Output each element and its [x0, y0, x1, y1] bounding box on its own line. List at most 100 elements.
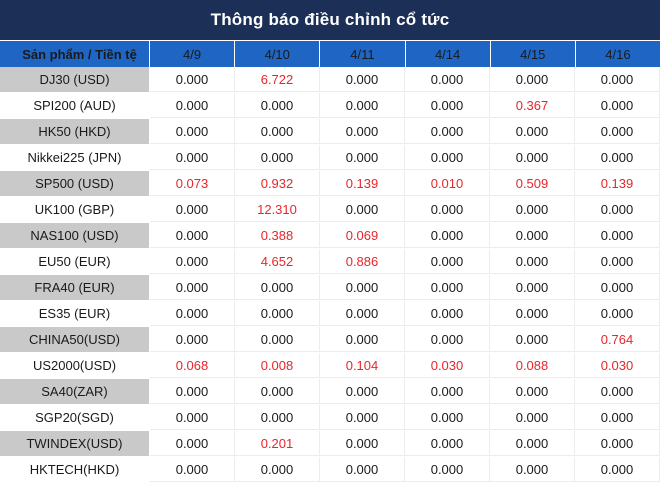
- dividend-value-cell: 0.000: [490, 431, 575, 456]
- dividend-value-cell: 0.088: [490, 353, 575, 378]
- product-label: HKTECH(HKD): [0, 457, 150, 482]
- dividend-value-cell: 0.000: [490, 301, 575, 326]
- dividend-value-cell: 0.509: [490, 171, 575, 196]
- dividend-value-cell: 0.000: [235, 301, 320, 326]
- table-row: EU50 (EUR) 0.000 4.652 0.886 0.000 0.000 0.000: [0, 249, 660, 275]
- dividend-value-cell: 0.000: [150, 327, 235, 352]
- dividend-value-cell: 0.764: [575, 327, 660, 352]
- dividend-value-cell: 0.000: [405, 93, 490, 118]
- dividend-value-cell: 0.000: [405, 197, 490, 222]
- header-date: 4/10: [235, 41, 321, 67]
- dividend-value-cell: 0.000: [490, 119, 575, 144]
- dividend-value-cell: 4.652: [235, 249, 320, 274]
- product-label: SPI200 (AUD): [0, 93, 150, 118]
- dividend-value-cell: 0.008: [235, 353, 320, 378]
- table-row: TWINDEX(USD) 0.000 0.201 0.000 0.000 0.000 0.0…: [0, 431, 660, 457]
- dividend-value-cell: 0.000: [405, 327, 490, 352]
- table-row: UK100 (GBP) 0.000 12.310 0.000 0.000 0.000 0.0…: [0, 197, 660, 223]
- product-label: US2000(USD): [0, 353, 150, 378]
- dividend-value-cell: 0.000: [150, 197, 235, 222]
- dividend-value-cell: 0.886: [320, 249, 405, 274]
- dividend-value-cell: 0.000: [235, 145, 320, 170]
- dividend-value-cell: 0.000: [490, 457, 575, 482]
- product-label: DJ30 (USD): [0, 67, 150, 92]
- table-row: CHINA50(USD) 0.000 0.000 0.000 0.000 0.000 0.7…: [0, 327, 660, 353]
- dividend-value-cell: 0.000: [235, 379, 320, 404]
- table-row: Nikkei225 (JPN) 0.000 0.000 0.000 0.000 0.000…: [0, 145, 660, 171]
- dividend-value-cell: 0.000: [150, 275, 235, 300]
- dividend-value-cell: 0.000: [320, 275, 405, 300]
- header-date: 4/11: [320, 41, 406, 67]
- dividend-value-cell: 0.000: [150, 301, 235, 326]
- dividend-value-cell: 0.000: [575, 431, 660, 456]
- dividend-value-cell: 0.000: [405, 145, 490, 170]
- dividend-value-cell: 0.000: [235, 93, 320, 118]
- dividend-value-cell: 0.000: [235, 405, 320, 430]
- product-label: EU50 (EUR): [0, 249, 150, 274]
- dividend-value-cell: 0.000: [490, 145, 575, 170]
- dividend-value-cell: 0.000: [405, 457, 490, 482]
- dividend-value-cell: 0.000: [575, 301, 660, 326]
- product-label: NAS100 (USD): [0, 223, 150, 248]
- product-label: UK100 (GBP): [0, 197, 150, 222]
- dividend-value-cell: 0.388: [235, 223, 320, 248]
- dividend-value-cell: 0.000: [575, 197, 660, 222]
- dividend-value-cell: 0.000: [490, 405, 575, 430]
- table-body: DJ30 (USD) 0.000 6.722 0.000 0.000 0.000 0.000…: [0, 67, 660, 483]
- dividend-value-cell: 0.000: [405, 67, 490, 92]
- dividend-value-cell: 0.000: [150, 223, 235, 248]
- table-row: HK50 (HKD) 0.000 0.000 0.000 0.000 0.000 0.000: [0, 119, 660, 145]
- dividend-value-cell: 0.000: [575, 223, 660, 248]
- dividend-value-cell: 0.000: [320, 301, 405, 326]
- product-label: HK50 (HKD): [0, 119, 150, 144]
- dividend-value-cell: 0.000: [405, 275, 490, 300]
- product-label: SGP20(SGD): [0, 405, 150, 430]
- dividend-value-cell: 0.069: [320, 223, 405, 248]
- dividend-value-cell: 6.722: [235, 67, 320, 92]
- dividend-value-cell: 0.000: [150, 93, 235, 118]
- dividend-value-cell: 0.000: [405, 119, 490, 144]
- table-row: HKTECH(HKD) 0.000 0.000 0.000 0.000 0.000 0.00…: [0, 457, 660, 483]
- dividend-value-cell: 0.139: [320, 171, 405, 196]
- dividend-value-cell: 0.000: [150, 431, 235, 456]
- product-label: SP500 (USD): [0, 171, 150, 196]
- dividend-value-cell: 0.010: [405, 171, 490, 196]
- dividend-value-cell: 0.000: [575, 457, 660, 482]
- dividend-value-cell: 0.000: [490, 67, 575, 92]
- dividend-value-cell: 0.000: [320, 93, 405, 118]
- dividend-value-cell: 0.000: [490, 249, 575, 274]
- dividend-value-cell: 0.000: [405, 431, 490, 456]
- table-row: US2000(USD) 0.068 0.008 0.104 0.030 0.088 0.03…: [0, 353, 660, 379]
- product-label: SA40(ZAR): [0, 379, 150, 404]
- product-label: ES35 (EUR): [0, 301, 150, 326]
- table-row: SPI200 (AUD) 0.000 0.000 0.000 0.000 0.367 0.0…: [0, 93, 660, 119]
- dividend-value-cell: 0.932: [235, 171, 320, 196]
- dividend-value-cell: 0.201: [235, 431, 320, 456]
- dividend-value-cell: 0.000: [320, 145, 405, 170]
- dividend-value-cell: 0.000: [405, 249, 490, 274]
- dividend-value-cell: 0.068: [150, 353, 235, 378]
- dividend-value-cell: 0.000: [405, 301, 490, 326]
- dividend-value-cell: 0.000: [490, 223, 575, 248]
- dividend-value-cell: 0.000: [320, 405, 405, 430]
- dividend-value-cell: 0.000: [575, 93, 660, 118]
- dividend-value-cell: 0.000: [235, 457, 320, 482]
- dividend-value-cell: 0.000: [320, 197, 405, 222]
- dividend-value-cell: 0.139: [575, 171, 660, 196]
- dividend-value-cell: 0.000: [150, 457, 235, 482]
- header-product-currency: Sản phẩm / Tiền tệ: [0, 41, 150, 67]
- table-row: FRA40 (EUR) 0.000 0.000 0.000 0.000 0.000 0.00…: [0, 275, 660, 301]
- header-date: 4/14: [406, 41, 491, 67]
- header-date: 4/16: [605, 46, 631, 62]
- product-label: FRA40 (EUR): [0, 275, 150, 300]
- dividend-value-cell: 0.000: [320, 67, 405, 92]
- dividend-value-cell: 0.030: [575, 353, 660, 378]
- dividend-value-cell: 0.000: [575, 145, 660, 170]
- product-label: Nikkei225 (JPN): [0, 145, 150, 170]
- table-row: ES35 (EUR) 0.000 0.000 0.000 0.000 0.000 0.000: [0, 301, 660, 327]
- dividend-value-cell: 0.367: [490, 93, 575, 118]
- dividend-value-cell: 0.000: [575, 119, 660, 144]
- dividend-value-cell: 0.000: [150, 145, 235, 170]
- dividend-value-cell: 0.000: [405, 405, 490, 430]
